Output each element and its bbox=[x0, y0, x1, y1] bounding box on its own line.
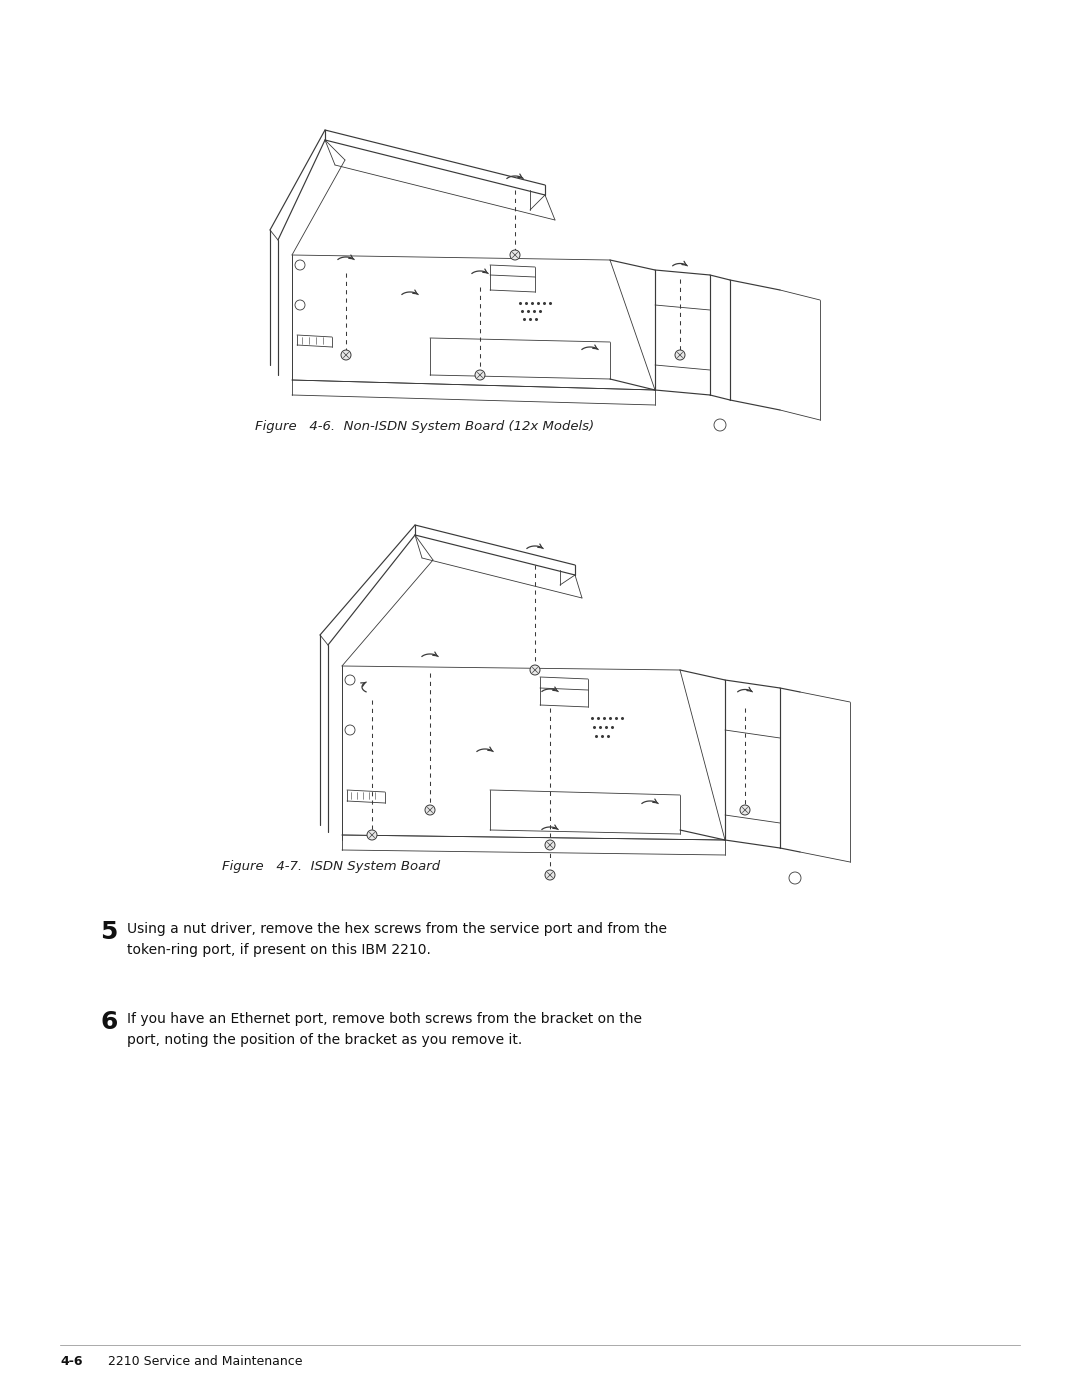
Text: Figure   4-7.  ISDN System Board: Figure 4-7. ISDN System Board bbox=[222, 861, 441, 873]
Circle shape bbox=[341, 351, 351, 360]
Text: 6: 6 bbox=[100, 1010, 118, 1034]
Circle shape bbox=[426, 805, 435, 814]
Text: If you have an Ethernet port, remove both screws from the bracket on the
port, n: If you have an Ethernet port, remove bot… bbox=[127, 1011, 642, 1046]
Circle shape bbox=[675, 351, 685, 360]
Text: Figure   4-6.  Non-ISDN System Board (12x Models): Figure 4-6. Non-ISDN System Board (12x M… bbox=[255, 420, 594, 433]
Text: 2210 Service and Maintenance: 2210 Service and Maintenance bbox=[100, 1355, 302, 1368]
Text: 5: 5 bbox=[100, 921, 118, 944]
Circle shape bbox=[510, 250, 519, 260]
Circle shape bbox=[475, 370, 485, 380]
Circle shape bbox=[367, 830, 377, 840]
Circle shape bbox=[545, 840, 555, 849]
Text: 4-6: 4-6 bbox=[60, 1355, 82, 1368]
Circle shape bbox=[740, 805, 750, 814]
Circle shape bbox=[530, 665, 540, 675]
Circle shape bbox=[545, 870, 555, 880]
Text: Using a nut driver, remove the hex screws from the service port and from the
tok: Using a nut driver, remove the hex screw… bbox=[127, 922, 667, 957]
